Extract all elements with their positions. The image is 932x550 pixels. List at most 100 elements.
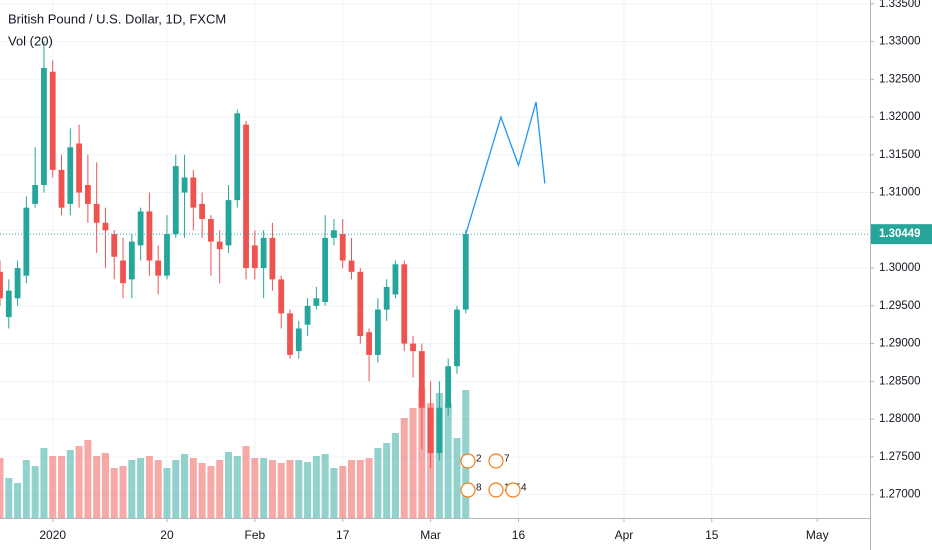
- volume-pane: [0, 388, 470, 518]
- candle-body: [199, 203, 206, 219]
- candle-body: [454, 309, 460, 367]
- volume-bar: [31, 466, 39, 518]
- volume-bar: [145, 456, 153, 518]
- candle-body: [313, 298, 320, 306]
- x-tick-label: May: [806, 528, 829, 542]
- candle-body: [93, 203, 100, 223]
- last-price-badge: [871, 224, 932, 245]
- volume-bar: [400, 418, 408, 518]
- volume-bar: [84, 440, 92, 518]
- candle-body: [462, 234, 469, 310]
- candle-body: [32, 185, 39, 204]
- candle-body: [234, 113, 241, 201]
- x-tick-label: 20: [160, 528, 174, 542]
- candle-body: [243, 124, 249, 269]
- event-label: 8: [476, 483, 482, 494]
- candle-body: [67, 147, 74, 204]
- event-icon: [505, 482, 521, 498]
- volume-bar: [330, 468, 338, 518]
- event-icon: [488, 482, 504, 498]
- candle-body: [146, 211, 153, 261]
- candle-body: [401, 264, 408, 344]
- candle-body: [5, 290, 12, 318]
- volume-bar: [268, 460, 276, 518]
- candle-body: [164, 234, 170, 276]
- volume-bar: [181, 454, 189, 518]
- candle-body: [383, 286, 390, 310]
- volume-bar: [119, 466, 127, 518]
- candle-body: [278, 279, 285, 314]
- volume-bar: [22, 460, 30, 518]
- grid: [0, 0, 870, 518]
- volume-bar: [304, 462, 312, 518]
- x-tick-label: Apr: [615, 528, 634, 542]
- volume-bar: [58, 456, 66, 518]
- volume-bar: [356, 460, 364, 518]
- volume-bar: [418, 388, 426, 518]
- event-icon: [460, 482, 476, 498]
- volume-bar: [321, 454, 329, 518]
- volume-bar: [198, 463, 206, 518]
- last-price-label: 1.30449: [879, 228, 921, 240]
- candle-body: [14, 268, 21, 299]
- candle-body: [287, 313, 293, 355]
- candle-body: [102, 222, 109, 231]
- volume-bar: [172, 460, 180, 518]
- event-icon: [460, 453, 476, 469]
- candle-body: [49, 71, 56, 170]
- volume-bar: [5, 478, 13, 518]
- volume-bar: [374, 448, 382, 518]
- forecast-line: [465, 101, 546, 235]
- event-label: 2: [476, 454, 482, 465]
- candle-body: [357, 271, 364, 337]
- candle-body: [304, 305, 311, 325]
- y-tick-label: 1.32000: [879, 111, 921, 123]
- y-tick-label: 1.28000: [879, 413, 921, 425]
- volume-bar: [295, 460, 303, 518]
- candle-body: [111, 234, 118, 257]
- x-tick-label: 2020: [39, 528, 66, 542]
- volume-bar: [348, 460, 356, 518]
- volume-bar: [391, 433, 399, 518]
- candle-body: [208, 218, 214, 242]
- y-tick-label: 1.31000: [879, 187, 921, 199]
- x-tick-label: Mar: [420, 528, 441, 542]
- event-icon: [488, 453, 504, 469]
- candle-body: [348, 260, 355, 272]
- candle-body: [295, 328, 302, 352]
- candle-body: [76, 143, 82, 193]
- candle-body: [41, 67, 47, 185]
- volume-bar: [216, 460, 224, 518]
- candle-body: [137, 211, 144, 246]
- candle-body: [445, 366, 452, 408]
- volume-bar: [66, 450, 74, 518]
- volume-bar: [207, 466, 215, 518]
- candle-body: [427, 407, 434, 454]
- event-label: 7: [504, 454, 510, 465]
- volume-bar: [40, 448, 48, 518]
- candle-body: [392, 264, 399, 295]
- volume-bar: [312, 456, 320, 518]
- candle-body: [181, 177, 188, 193]
- y-tick-label: 1.30000: [879, 262, 921, 274]
- candle-body: [418, 351, 425, 408]
- volume-bar: [251, 458, 259, 518]
- candle-body: [322, 237, 329, 303]
- volume-bar: [101, 453, 109, 518]
- y-tick-label: 1.32500: [879, 73, 921, 85]
- candle-body: [128, 241, 135, 280]
- candle-body: [23, 207, 30, 276]
- volume-bar: [49, 456, 57, 518]
- y-tick-label: 1.27500: [879, 451, 921, 463]
- volume-bar: [233, 456, 241, 518]
- volume-bar: [189, 458, 197, 518]
- y-tick-label: 1.33500: [879, 0, 921, 10]
- volume-bar: [224, 452, 232, 518]
- x-tick-label: 16: [512, 528, 526, 542]
- candle-body: [172, 166, 179, 235]
- y-tick-label: 1.29500: [879, 300, 921, 312]
- volume-bar: [453, 438, 461, 518]
- candle-body: [225, 200, 232, 246]
- candle-body: [410, 343, 416, 352]
